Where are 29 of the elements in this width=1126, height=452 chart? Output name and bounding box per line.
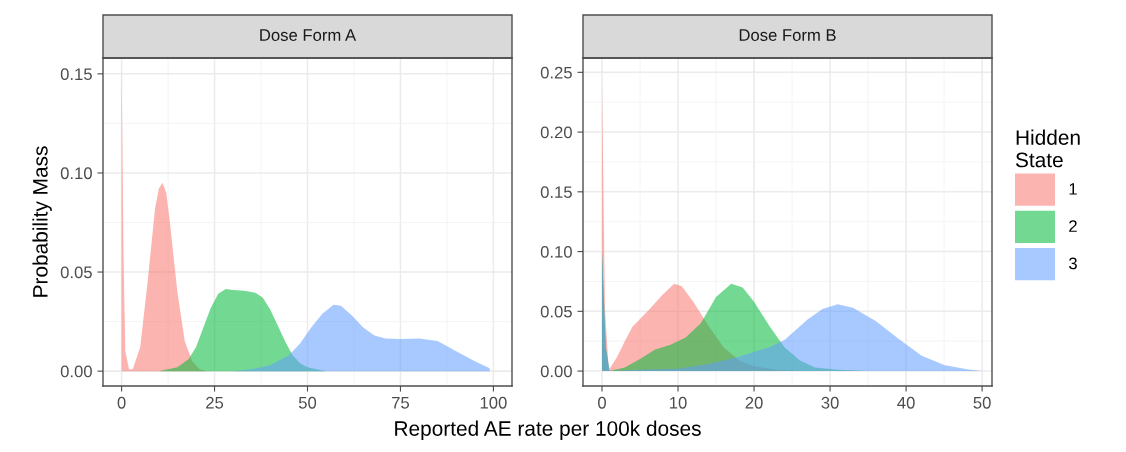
y-tick-label: 0.00 — [540, 365, 572, 378]
chart-title: Dose Form B — [739, 29, 836, 41]
x-tick-label: 0 — [598, 396, 606, 409]
legend-title: Hidden State — [1015, 129, 1080, 168]
legend-label: 1 — [1069, 183, 1077, 195]
y-tick-label: 0.05 — [60, 266, 92, 279]
x-tick-label: 25 — [206, 396, 224, 409]
y-tick-label: 0.15 — [60, 68, 92, 81]
y-tick-label: 0.20 — [540, 126, 572, 139]
x-axis-title: Reported AE rate per 100k doses — [395, 420, 701, 440]
y-tick-label: 0.00 — [60, 365, 92, 378]
y-tick-label: 0.10 — [540, 245, 572, 258]
x-tick-label: 30 — [821, 396, 839, 409]
x-tick-label: 50 — [298, 396, 317, 409]
x-tick-label: 75 — [392, 397, 410, 409]
y-tick-label: 0.10 — [60, 167, 92, 180]
y-tick-label: 0.25 — [540, 66, 572, 79]
x-tick-label: 100 — [480, 396, 507, 409]
y-tick-label: 0.05 — [540, 305, 572, 318]
y-axis-title: Probability Mass — [32, 146, 52, 297]
y-tick-label: 0.15 — [540, 186, 572, 199]
legend-label: 3 — [1068, 257, 1077, 270]
x-tick-label: 10 — [670, 396, 687, 409]
x-tick-label: 50 — [973, 396, 991, 409]
x-tick-label: 0 — [117, 396, 126, 409]
x-tick-label: 40 — [897, 396, 915, 409]
x-tick-label: 20 — [745, 396, 763, 409]
chart-title: Dose Form A — [260, 29, 357, 41]
legend-label: 2 — [1069, 220, 1077, 232]
